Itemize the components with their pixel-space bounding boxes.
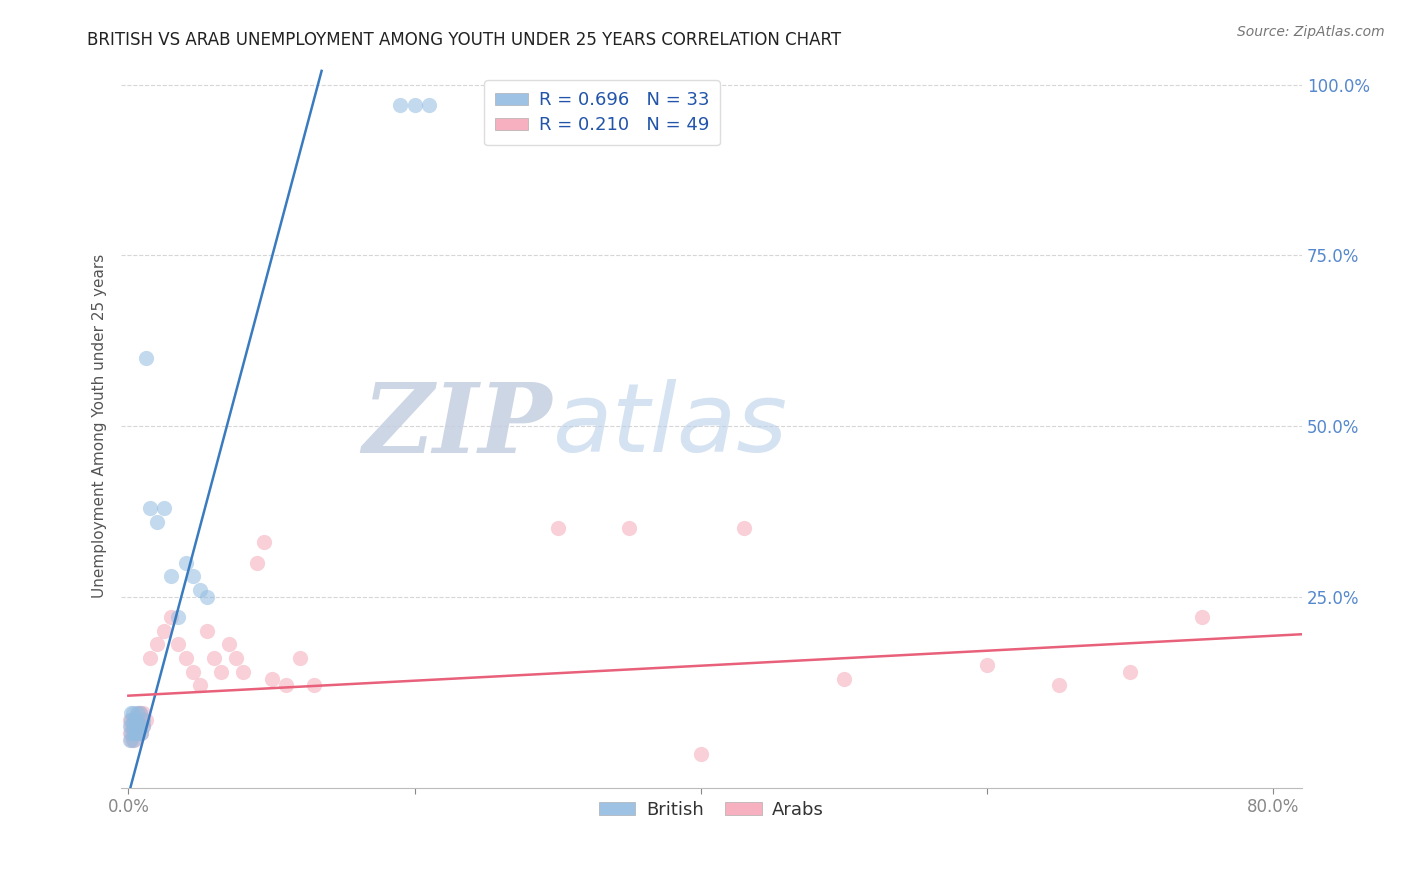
Point <box>174 651 197 665</box>
Point <box>122 726 145 740</box>
Text: atlas: atlas <box>553 379 787 473</box>
Point <box>120 733 142 747</box>
Point <box>131 713 153 727</box>
Point <box>733 521 755 535</box>
Point <box>404 98 426 112</box>
Point <box>260 672 283 686</box>
Text: BRITISH VS ARAB UNEMPLOYMENT AMONG YOUTH UNDER 25 YEARS CORRELATION CHART: BRITISH VS ARAB UNEMPLOYMENT AMONG YOUTH… <box>87 31 841 49</box>
Point <box>118 733 141 747</box>
Point <box>619 521 641 535</box>
Point <box>139 500 162 515</box>
Point <box>118 719 141 733</box>
Point <box>122 719 145 733</box>
Point <box>146 637 169 651</box>
Point <box>195 590 218 604</box>
Point <box>128 706 150 720</box>
Point <box>121 713 143 727</box>
Point <box>832 672 855 686</box>
Point <box>218 637 240 651</box>
Point <box>125 719 148 733</box>
Point <box>120 719 142 733</box>
Point <box>125 713 148 727</box>
Point <box>127 719 149 733</box>
Text: ZIP: ZIP <box>363 379 553 473</box>
Point <box>127 706 149 720</box>
Point <box>181 569 204 583</box>
Point <box>139 651 162 665</box>
Point <box>288 651 311 665</box>
Point <box>976 657 998 672</box>
Point <box>120 713 142 727</box>
Point <box>127 726 149 740</box>
Point <box>174 556 197 570</box>
Point <box>202 651 225 665</box>
Point <box>181 665 204 679</box>
Point <box>160 610 183 624</box>
Point <box>253 535 276 549</box>
Point <box>160 569 183 583</box>
Point <box>1047 678 1070 692</box>
Point <box>1191 610 1213 624</box>
Point <box>121 706 143 720</box>
Y-axis label: Unemployment Among Youth under 25 years: Unemployment Among Youth under 25 years <box>93 254 107 599</box>
Point <box>246 556 269 570</box>
Point <box>129 726 152 740</box>
Point <box>120 726 142 740</box>
Point <box>129 726 152 740</box>
Point <box>135 713 157 727</box>
Point <box>135 351 157 365</box>
Point <box>124 713 146 727</box>
Point <box>118 713 141 727</box>
Point <box>153 500 176 515</box>
Point <box>690 747 713 761</box>
Point <box>120 706 142 720</box>
Legend: British, Arabs: British, Arabs <box>592 794 831 826</box>
Point <box>131 719 153 733</box>
Point <box>232 665 254 679</box>
Point <box>167 637 190 651</box>
Point <box>146 515 169 529</box>
Point <box>131 719 153 733</box>
Point <box>124 726 146 740</box>
Point <box>209 665 232 679</box>
Point <box>121 719 143 733</box>
Point <box>128 719 150 733</box>
Point <box>128 719 150 733</box>
Point <box>153 624 176 638</box>
Point <box>131 706 153 720</box>
Point <box>124 726 146 740</box>
Point <box>195 624 218 638</box>
Point <box>418 98 440 112</box>
Point <box>225 651 247 665</box>
Point <box>128 706 150 720</box>
Point <box>167 610 190 624</box>
Text: Source: ZipAtlas.com: Source: ZipAtlas.com <box>1237 25 1385 39</box>
Point <box>125 726 148 740</box>
Point <box>118 726 141 740</box>
Point <box>274 678 297 692</box>
Point <box>122 713 145 727</box>
Point <box>304 678 326 692</box>
Point <box>188 582 211 597</box>
Point <box>389 98 412 112</box>
Point <box>122 733 145 747</box>
Point <box>121 733 143 747</box>
Point <box>121 726 143 740</box>
Point <box>547 521 569 535</box>
Point <box>188 678 211 692</box>
Point <box>1119 665 1142 679</box>
Point <box>125 706 148 720</box>
Point <box>124 713 146 727</box>
